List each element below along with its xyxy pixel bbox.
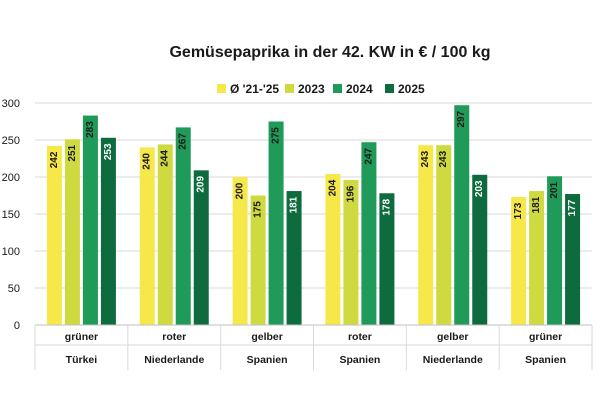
- y-tick-label: 300: [2, 98, 20, 110]
- bar-value-label: 203: [474, 180, 485, 197]
- y-tick-label: 200: [2, 172, 20, 184]
- bar-value-label: 283: [85, 121, 96, 138]
- bar: [547, 176, 563, 325]
- bar: [343, 179, 359, 325]
- y-tick-label: 150: [2, 209, 20, 221]
- category-type-label: grüner: [65, 331, 98, 343]
- bar-value-label: 267: [178, 133, 189, 150]
- legend-swatch: [285, 84, 294, 93]
- y-axis: 0 50 100 150 200 250 300: [2, 98, 20, 332]
- category-origin-label: Niederlande: [423, 354, 483, 366]
- legend-label: 2023: [298, 82, 325, 96]
- bar-value-label: 177: [567, 199, 578, 216]
- bar: [511, 196, 527, 325]
- bar-value-label: 178: [381, 199, 392, 216]
- category-type-label: roter: [162, 331, 186, 343]
- bar-value-label: 209: [196, 176, 207, 193]
- bar: [268, 121, 284, 325]
- bar-value-label: 181: [531, 196, 542, 213]
- category-origin-label: Spanien: [339, 354, 380, 366]
- chart-title: Gemüsepaprika in der 42. KW in € / 100 k…: [169, 44, 490, 61]
- bar-value-label: 242: [49, 151, 60, 168]
- bar-value-label: 275: [271, 127, 282, 144]
- category-origin-label: Niederlande: [144, 354, 204, 366]
- bar-value-label: 244: [160, 150, 171, 167]
- bar-value-label: 297: [456, 110, 467, 127]
- legend-swatch: [333, 84, 342, 93]
- bar-value-label: 204: [327, 179, 338, 196]
- gridlines: [35, 102, 592, 289]
- bar-value-label: 173: [513, 202, 524, 219]
- bar: [193, 170, 209, 325]
- y-tick-label: 0: [14, 320, 20, 332]
- bar: [82, 115, 98, 325]
- bar: [529, 191, 545, 325]
- bar: [250, 195, 266, 325]
- category-type-label: grüner: [529, 331, 562, 343]
- y-tick-label: 250: [2, 135, 20, 147]
- bar: [472, 174, 488, 325]
- bar: [232, 177, 248, 325]
- bar: [139, 147, 155, 325]
- bar-value-label: 243: [438, 150, 449, 167]
- y-tick-label: 100: [2, 246, 20, 258]
- legend-swatch: [217, 84, 226, 93]
- bar: [64, 139, 80, 325]
- bar-value-label: 251: [67, 144, 78, 161]
- bar: [565, 194, 581, 325]
- x-axis: grüner Türkei roter Niederlande gelber Spanie…: [34, 324, 593, 370]
- bar: [436, 145, 452, 325]
- category-origin-label: Türkei: [66, 354, 98, 366]
- bar-value-label: 200: [235, 182, 246, 199]
- bar: [46, 145, 62, 325]
- bar-value-label: 253: [103, 143, 114, 160]
- legend: Ø '21-'25 2023 2024 2025: [217, 82, 425, 96]
- legend-label: 2025: [398, 82, 425, 96]
- bar-value-label: 201: [549, 181, 560, 198]
- bar: [379, 193, 395, 325]
- bar: [325, 174, 341, 325]
- category-type-label: gelber: [437, 331, 469, 343]
- bar: [100, 137, 116, 325]
- bar: [418, 145, 434, 325]
- bar: [454, 105, 470, 325]
- bar-value-label: 247: [363, 147, 374, 164]
- bars: 242 251 283 253 240 244 267 209 200 175 275 181 204 1…: [46, 105, 581, 325]
- bar-value-label: 181: [289, 196, 300, 213]
- bar: [175, 127, 191, 325]
- bar-value-label: 175: [253, 201, 264, 218]
- legend-label: Ø '21-'25: [230, 82, 279, 96]
- bar: [157, 144, 173, 325]
- category-type-label: roter: [348, 331, 372, 343]
- bar-value-label: 243: [420, 150, 431, 167]
- y-tick-label: 50: [8, 283, 20, 295]
- legend-label: 2024: [346, 82, 373, 96]
- bar-value-label: 240: [142, 153, 153, 170]
- category-origin-label: Spanien: [525, 354, 566, 366]
- legend-swatch: [385, 84, 394, 93]
- category-origin-label: Spanien: [247, 354, 288, 366]
- bar-value-label: 196: [345, 185, 356, 202]
- category-type-label: gelber: [251, 331, 283, 343]
- bar: [361, 142, 377, 325]
- bar: [286, 191, 302, 325]
